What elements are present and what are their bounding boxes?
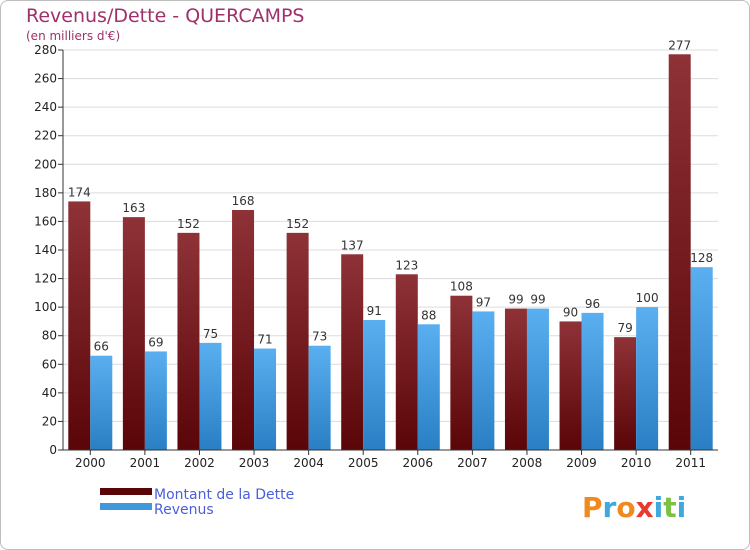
bar-revenus — [363, 320, 386, 450]
bar-revenus — [90, 355, 113, 450]
x-tick-label: 2010 — [621, 456, 652, 470]
x-tick-label: 2008 — [512, 456, 543, 470]
bar-revenus — [472, 311, 495, 450]
bar-revenus — [144, 351, 167, 450]
bar-value-label: 174 — [68, 185, 91, 199]
bar-value-label: 71 — [257, 333, 272, 347]
y-tick-label: 160 — [34, 214, 57, 228]
x-tick-label: 2009 — [566, 456, 597, 470]
bar-value-label: 152 — [177, 217, 200, 231]
y-tick-label: 220 — [34, 129, 57, 143]
bar-value-label: 168 — [232, 194, 255, 208]
y-tick-label: 60 — [42, 357, 57, 371]
bar-value-label: 137 — [341, 238, 364, 252]
bar-dette — [668, 54, 691, 451]
y-tick-label: 100 — [34, 300, 57, 314]
y-tick-label: 140 — [34, 243, 57, 257]
legend-label-debt: Montant de la Dette — [154, 487, 294, 503]
bar-value-label: 108 — [450, 280, 473, 294]
y-tick-label: 280 — [34, 43, 57, 57]
bar-value-label: 91 — [367, 304, 382, 318]
bar-value-label: 69 — [148, 335, 163, 349]
y-tick-label: 20 — [42, 414, 57, 428]
bar-value-label: 75 — [203, 327, 218, 341]
bar-value-label: 99 — [508, 293, 523, 307]
x-tick-label: 2002 — [184, 456, 215, 470]
legend: Montant de la Dette Revenus — [100, 487, 294, 518]
bar-revenus — [581, 312, 604, 450]
bar-value-label: 163 — [122, 201, 145, 215]
bar-dette — [122, 217, 145, 450]
x-tick-label: 2005 — [348, 456, 379, 470]
bar-value-label: 66 — [94, 340, 109, 354]
bar-value-label: 100 — [636, 291, 659, 305]
y-tick-label: 240 — [34, 100, 57, 114]
proxiti-logo: Proxiti — [582, 491, 686, 524]
bar-value-label: 99 — [530, 293, 545, 307]
bar-dette — [559, 321, 582, 450]
x-tick-label: 2003 — [239, 456, 270, 470]
x-tick-label: 2000 — [75, 456, 106, 470]
axis-layer: 0 20 40 60 80 100 120 140 160 180 200 220 240 260 280 2… — [34, 43, 718, 470]
bar-dette — [395, 274, 418, 450]
bar-value-label: 277 — [668, 38, 691, 52]
y-tick-label: 80 — [42, 329, 57, 343]
bar-dette — [177, 232, 200, 450]
y-tick-label: 0 — [49, 443, 57, 457]
bar-dette — [286, 232, 309, 450]
x-tick-label: 2006 — [403, 456, 434, 470]
bar-revenus — [417, 324, 440, 450]
bar-revenus — [690, 267, 713, 450]
bar-value-label: 96 — [585, 297, 600, 311]
bar-dette — [232, 210, 255, 450]
bar-dette — [341, 254, 364, 450]
x-tick-label: 2001 — [130, 456, 161, 470]
y-tick-label: 120 — [34, 272, 57, 286]
bar-revenus — [636, 307, 659, 450]
bar-revenus — [526, 308, 549, 450]
legend-label-revenus: Revenus — [154, 502, 214, 518]
bar-value-label: 123 — [395, 258, 418, 272]
y-tick-label: 260 — [34, 72, 57, 86]
bar-value-label: 79 — [617, 321, 632, 335]
y-tick-label: 40 — [42, 386, 57, 400]
chart-title: Revenus/Dette - QUERCAMPS — [26, 5, 305, 27]
bar-value-label: 152 — [286, 217, 309, 231]
x-tick-label: 2011 — [675, 456, 706, 470]
legend-swatch-debt — [100, 488, 152, 495]
bar-dette — [504, 308, 527, 450]
bar-value-label: 88 — [421, 308, 436, 322]
bar-dette — [450, 295, 473, 450]
x-tick-label: 2004 — [293, 456, 324, 470]
bar-value-label: 90 — [563, 305, 578, 319]
y-tick-label: 200 — [34, 157, 57, 171]
legend-swatch-revenus — [100, 503, 152, 510]
bar-revenus — [199, 342, 222, 450]
chart-subtitle: (en milliers d'€) — [26, 29, 120, 43]
bar-dette — [68, 201, 91, 450]
bar-revenus — [308, 345, 331, 450]
bar-dette — [614, 337, 637, 450]
bar-value-label: 73 — [312, 330, 327, 344]
bar-layer: 174 66 163 69 152 75 168 71 152 73 137 91 123 88 10897… — [68, 38, 713, 451]
x-tick-label: 2007 — [457, 456, 488, 470]
bar-value-label: 97 — [476, 295, 491, 309]
bar-revenus — [254, 348, 277, 450]
proxiti-logo-text: Proxiti — [582, 491, 686, 524]
bar-value-label: 128 — [690, 251, 713, 265]
y-tick-label: 180 — [34, 186, 57, 200]
